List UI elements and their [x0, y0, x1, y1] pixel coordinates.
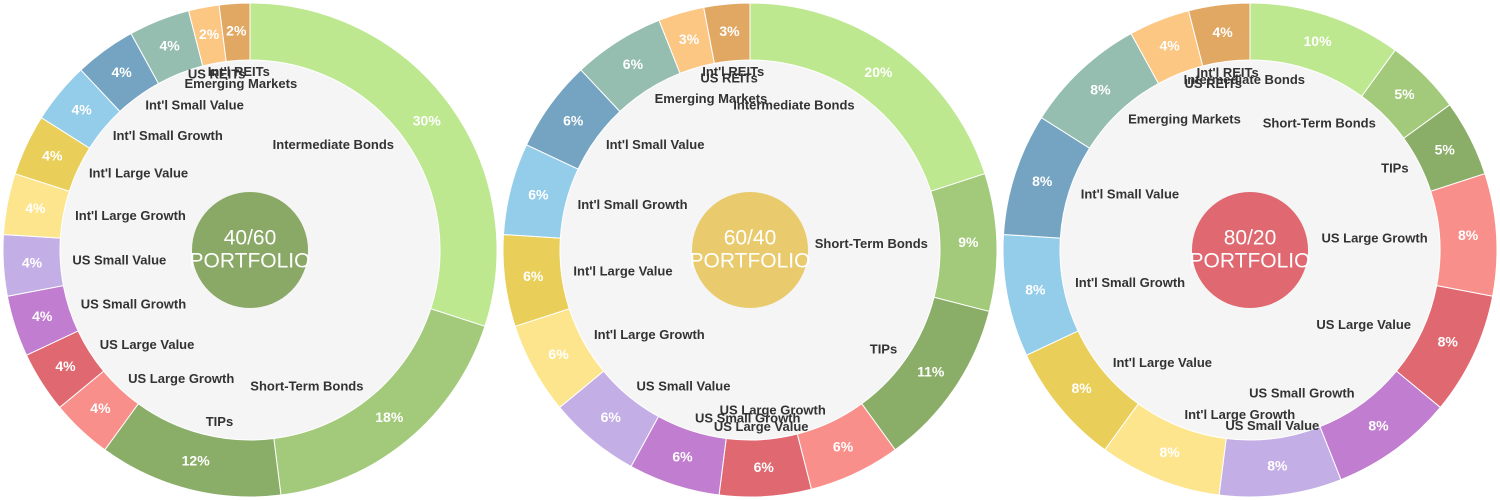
value-label: 2%	[226, 23, 247, 39]
category-label: US Large Growth	[1321, 230, 1427, 245]
value-label: 4%	[111, 64, 132, 80]
value-label: 5%	[1435, 142, 1456, 158]
value-label: 8%	[1025, 282, 1046, 298]
category-label: US REITs	[1184, 76, 1242, 91]
center-title: 40/60	[224, 227, 277, 250]
category-label: Int'l Large Growth	[594, 327, 705, 342]
category-label: Intermediate Bonds	[273, 137, 394, 152]
value-label: 20%	[864, 64, 893, 80]
category-label: Int'l Small Value	[606, 137, 704, 152]
value-label: 8%	[1159, 444, 1180, 460]
category-label: US REITs	[188, 67, 246, 82]
center-title: 60/40	[724, 227, 777, 250]
center-title: 80/20	[1224, 227, 1277, 250]
center-subtitle: PORTFOLIO	[1190, 250, 1311, 273]
value-label: 5%	[1394, 86, 1415, 102]
value-label: 8%	[1438, 334, 1459, 350]
category-label: Int'l Small Growth	[1075, 275, 1185, 290]
category-label: Emerging Markets	[184, 76, 297, 91]
value-label: 8%	[1267, 457, 1288, 473]
category-label: Int'l REITs	[1197, 65, 1259, 80]
category-label: US Large Growth	[720, 402, 826, 417]
value-label: 4%	[1159, 38, 1180, 54]
value-label: 4%	[25, 200, 46, 216]
value-label: 4%	[72, 101, 93, 117]
value-label: 6%	[623, 56, 644, 72]
category-label: Emerging Markets	[655, 91, 768, 106]
value-label: 4%	[42, 148, 63, 164]
category-label: US Small Growth	[81, 296, 187, 311]
category-label: US REITs	[700, 71, 758, 86]
value-label: 8%	[1368, 417, 1389, 433]
category-label: TIPs	[870, 341, 897, 356]
value-label: 8%	[1032, 173, 1053, 189]
value-label: 10%	[1304, 33, 1333, 49]
value-label: 3%	[679, 31, 700, 47]
value-label: 6%	[548, 346, 569, 362]
value-label: 4%	[159, 38, 180, 54]
center-subtitle: PORTFOLIO	[690, 250, 811, 273]
value-label: 12%	[182, 452, 211, 468]
category-label: Int'l Small Value	[1081, 186, 1179, 201]
category-label: Int'l Small Growth	[113, 128, 223, 143]
category-label: Int'l Large Value	[1113, 355, 1212, 370]
category-label: Int'l REITs	[702, 64, 764, 79]
donut-segment	[218, 2, 251, 63]
category-label: US Large Growth	[128, 371, 234, 386]
category-label: Short-Term Bonds	[815, 236, 928, 251]
category-label: TIPs	[206, 414, 233, 429]
value-label: 8%	[1072, 380, 1093, 396]
category-label: Int'l Large Growth	[75, 208, 186, 223]
value-label: 8%	[1090, 81, 1111, 97]
value-label: 30%	[413, 112, 442, 128]
category-label: US Small Value	[72, 253, 166, 268]
center-disc	[692, 192, 808, 308]
value-label: 4%	[22, 254, 43, 270]
category-label: Intermediate Bonds	[1184, 72, 1305, 87]
category-label: US Small Value	[637, 379, 731, 394]
category-label: US Small Value	[1225, 418, 1319, 433]
donut-segment	[1187, 2, 1251, 67]
category-label: TIPs	[1381, 161, 1408, 176]
category-label: Int'l Small Growth	[578, 197, 688, 212]
category-label: Int'l Large Value	[89, 166, 188, 181]
value-label: 3%	[719, 23, 740, 39]
category-label: Intermediate Bonds	[733, 97, 854, 112]
category-label: Int'l Small Value	[145, 97, 243, 112]
value-label: 6%	[754, 459, 775, 475]
category-label: US Small Growth	[695, 411, 801, 426]
category-label: US Large Value	[714, 419, 809, 434]
category-label: Int'l REITs	[208, 64, 270, 79]
value-label: 9%	[958, 234, 979, 250]
value-label: 4%	[55, 358, 76, 374]
value-label: 6%	[833, 438, 854, 454]
category-label: US Small Growth	[1249, 385, 1355, 400]
value-label: 4%	[1212, 24, 1233, 40]
value-label: 6%	[563, 112, 584, 128]
value-label: 6%	[523, 268, 544, 284]
category-label: Int'l Large Value	[573, 264, 672, 279]
category-label: US Large Value	[100, 337, 195, 352]
value-label: 11%	[917, 364, 945, 380]
value-label: 6%	[601, 409, 622, 425]
value-label: 2%	[199, 26, 220, 42]
value-label: 8%	[1458, 227, 1479, 243]
category-label: US Large Value	[1316, 317, 1411, 332]
category-label: Short-Term Bonds	[1263, 116, 1376, 131]
value-label: 6%	[528, 186, 549, 202]
center-disc	[192, 192, 308, 308]
value-label: 4%	[32, 308, 53, 324]
category-label: Int'l Large Growth	[1184, 407, 1295, 422]
center-subtitle: PORTFOLIO	[190, 250, 311, 273]
value-label: 4%	[90, 400, 111, 416]
center-disc	[1192, 192, 1308, 308]
category-label: Emerging Markets	[1128, 112, 1241, 127]
value-label: 6%	[672, 449, 693, 465]
value-label: 18%	[375, 409, 404, 425]
category-label: Short-Term Bonds	[250, 379, 363, 394]
donut-segment	[703, 2, 751, 64]
